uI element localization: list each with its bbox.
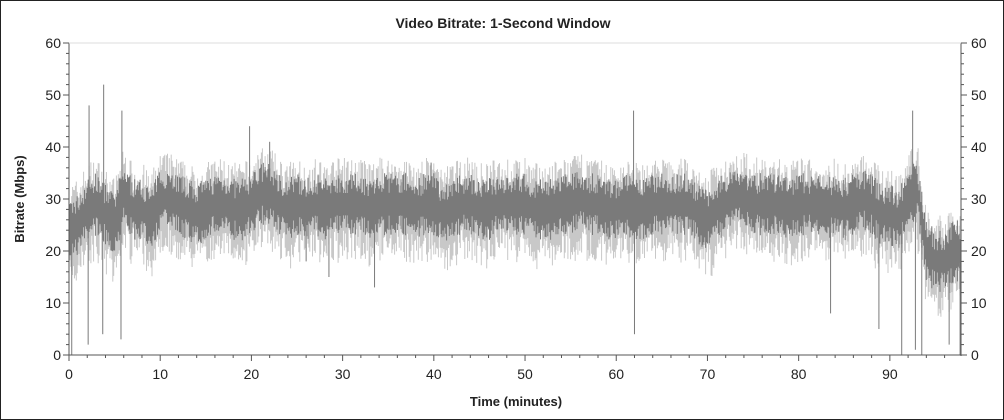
- y-tick-label-right: 30: [971, 191, 987, 207]
- plot-area: [68, 84, 962, 355]
- y-tick-label-right: 40: [971, 139, 987, 155]
- y-tick-label-right: 20: [971, 243, 987, 259]
- x-tick-label: 60: [608, 366, 624, 382]
- x-tick-label: 40: [426, 366, 442, 382]
- y-tick-label-left: 0: [53, 347, 61, 363]
- x-tick-label: 30: [335, 366, 351, 382]
- x-tick-label: 20: [244, 366, 260, 382]
- x-tick-label: 10: [152, 366, 168, 382]
- x-tick-label: 0: [65, 366, 73, 382]
- y-tick-label-right: 50: [971, 87, 987, 103]
- y-axis-label: Bitrate (Mbps): [12, 155, 27, 242]
- y-tick-label-left: 60: [45, 35, 61, 51]
- x-tick-label: 50: [517, 366, 533, 382]
- x-tick-label: 70: [700, 366, 716, 382]
- y-tick-label-left: 50: [45, 87, 61, 103]
- y-tick-label-right: 60: [971, 35, 987, 51]
- y-tick-label-left: 10: [45, 295, 61, 311]
- y-tick-label-left: 30: [45, 191, 61, 207]
- x-tick-label: 90: [882, 366, 898, 382]
- chart-title: Video Bitrate: 1-Second Window: [395, 15, 610, 31]
- y-tick-label-left: 40: [45, 139, 61, 155]
- y-tick-label-right: 0: [971, 347, 979, 363]
- y-tick-label-left: 20: [45, 243, 61, 259]
- y-tick-label-right: 10: [971, 295, 987, 311]
- x-axis-label: Time (minutes): [470, 394, 562, 409]
- x-tick-label: 80: [791, 366, 807, 382]
